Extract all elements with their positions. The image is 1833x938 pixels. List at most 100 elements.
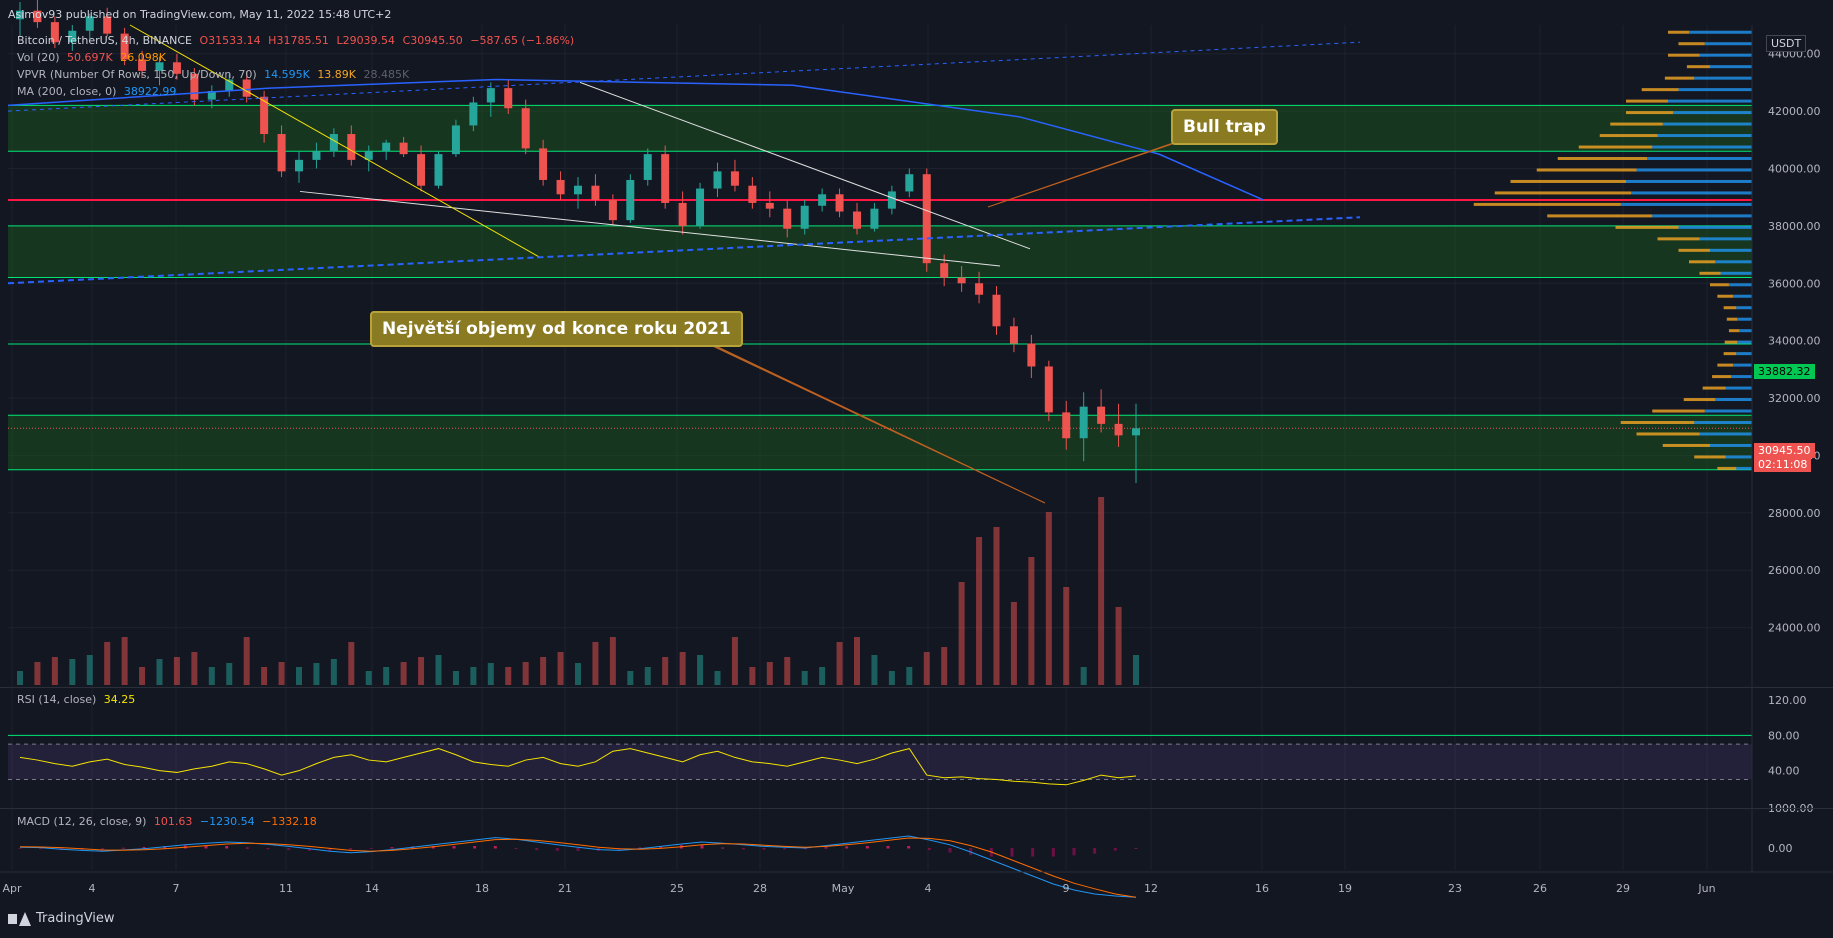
volume-bar [976,537,983,685]
candle-body [242,79,251,97]
rsi-legend[interactable]: RSI (14, close) 34.25 [17,693,139,706]
vpvr-value-c: 28.485K [363,68,410,81]
candle-body [957,277,966,284]
candle-body [835,194,844,212]
price-tick-label: 38000.00 [1768,220,1821,233]
support-zone [8,415,1752,470]
candle-body [783,208,792,229]
time-tick-label: 7 [173,882,180,895]
vpvr-row-down [1473,202,1621,206]
bull-trap-callout[interactable]: Bull trap [1171,109,1278,145]
volume-bar [679,652,686,685]
candle-body [643,154,652,180]
vpvr-row-up [1736,306,1752,310]
price-tick-label: 24000.00 [1768,622,1821,635]
candle-body [50,22,59,43]
candle-body [451,125,460,155]
vpvr-value-b: 13.89K [317,68,357,81]
macd-histogram-bar [369,848,373,849]
macd-histogram-bar [576,848,580,851]
volume-bar [575,663,581,685]
candle-body [870,208,879,229]
vol-legend[interactable]: Vol (20) 50.697K 26.098K [17,51,170,64]
vpvr-row-up [1725,386,1752,390]
price-tick-label: 40000.00 [1768,162,1821,175]
macd-histogram-bar [225,846,229,849]
vpvr-row-down [1626,99,1668,103]
ma-label: MA (200, close, 0) [17,85,117,98]
dashed-channel-low [7,216,1361,285]
ohlc-close: C30945.50 [402,34,463,47]
volume-bar [993,527,1000,685]
vpvr-row-down [1536,168,1637,172]
candle-body [1062,412,1071,439]
pane-separator-rsi[interactable] [0,687,1833,688]
volume-bar [731,637,738,685]
macd-legend[interactable]: MACD (12, 26, close, 9) 101.63 −1230.54 … [17,815,321,828]
vpvr-row-up [1710,65,1752,69]
candle-body [1132,428,1140,436]
candle-body [417,154,426,186]
ohlc-low: L29039.54 [336,34,396,47]
rsi-tick-label: 40.00 [1768,765,1800,778]
macd-histogram-bar [101,848,105,850]
vpvr-row-up [1652,214,1752,218]
candle-body [608,200,617,221]
volume-bars [17,497,1139,685]
vpvr-row-down [1699,271,1721,275]
vpvr-row-down [1668,30,1689,34]
price-tick-label: 32000.00 [1768,392,1821,405]
time-tick-label: 14 [365,882,379,895]
brand-label: TradingView [36,911,115,926]
vpvr-row-up [1715,260,1752,264]
vpvr-row-up [1636,168,1752,172]
macd-histogram-bar [204,845,208,849]
vpvr-row-up [1673,111,1752,115]
ma-legend[interactable]: MA (200, close, 0) 38922.99 [17,85,180,98]
candle-body [853,211,861,229]
ohlc-change: −587.65 (−1.86%) [470,34,575,47]
candle-body [1027,343,1036,367]
volume-bar [801,671,808,685]
volume-bar [1010,602,1017,685]
volume-bar [871,655,878,685]
volume-bar [121,637,128,685]
rsi-value: 34.25 [103,693,136,706]
volume-bar [173,657,180,685]
support-zone [8,105,1752,152]
vpvr-row-up [1739,329,1752,333]
symbol-name[interactable]: Bitcoin / TetherUS, 4h, BINANCE [17,34,193,47]
time-tick-label: Jun [1697,882,1715,895]
volume-bar [1115,607,1122,685]
vpvr-row-down [1547,214,1653,218]
vpvr-row-up [1736,352,1752,356]
currency-unit[interactable]: USDT [1766,35,1807,52]
tradingview-footer[interactable]: TradingView [8,911,115,926]
vpvr-legend[interactable]: VPVR (Number Of Rows, 150, Up/Down, 70) … [17,68,413,81]
macd-tick-label: 0.00 [1768,842,1793,855]
macd-histogram-bar [390,847,394,849]
vpvr-row-down [1668,53,1700,57]
candle-body [155,62,164,71]
candle-body [486,88,495,103]
candle-body [68,30,77,43]
macd-histogram-bar [142,847,146,849]
candle-body [469,102,478,126]
volumes-callout[interactable]: Největší objemy od konce roku 2021 [370,311,743,347]
pane-separator-macd[interactable] [0,808,1833,809]
macd-histogram-bar [907,846,911,849]
time-tick-label: 4 [89,882,96,895]
vpvr-row-down [1657,237,1700,241]
volume-bar [278,662,285,685]
candle-body [1044,366,1053,413]
macd-histogram-bar [121,847,125,849]
vpvr-row-up [1631,191,1752,195]
candle-body [382,142,391,152]
candle-body [260,96,269,135]
volume-bar [208,667,215,685]
vpvr-row-up [1710,443,1752,447]
ma-value: 38922.99 [123,85,177,98]
macd-histogram-bar [493,846,497,849]
vpvr-row-up [1715,398,1752,402]
